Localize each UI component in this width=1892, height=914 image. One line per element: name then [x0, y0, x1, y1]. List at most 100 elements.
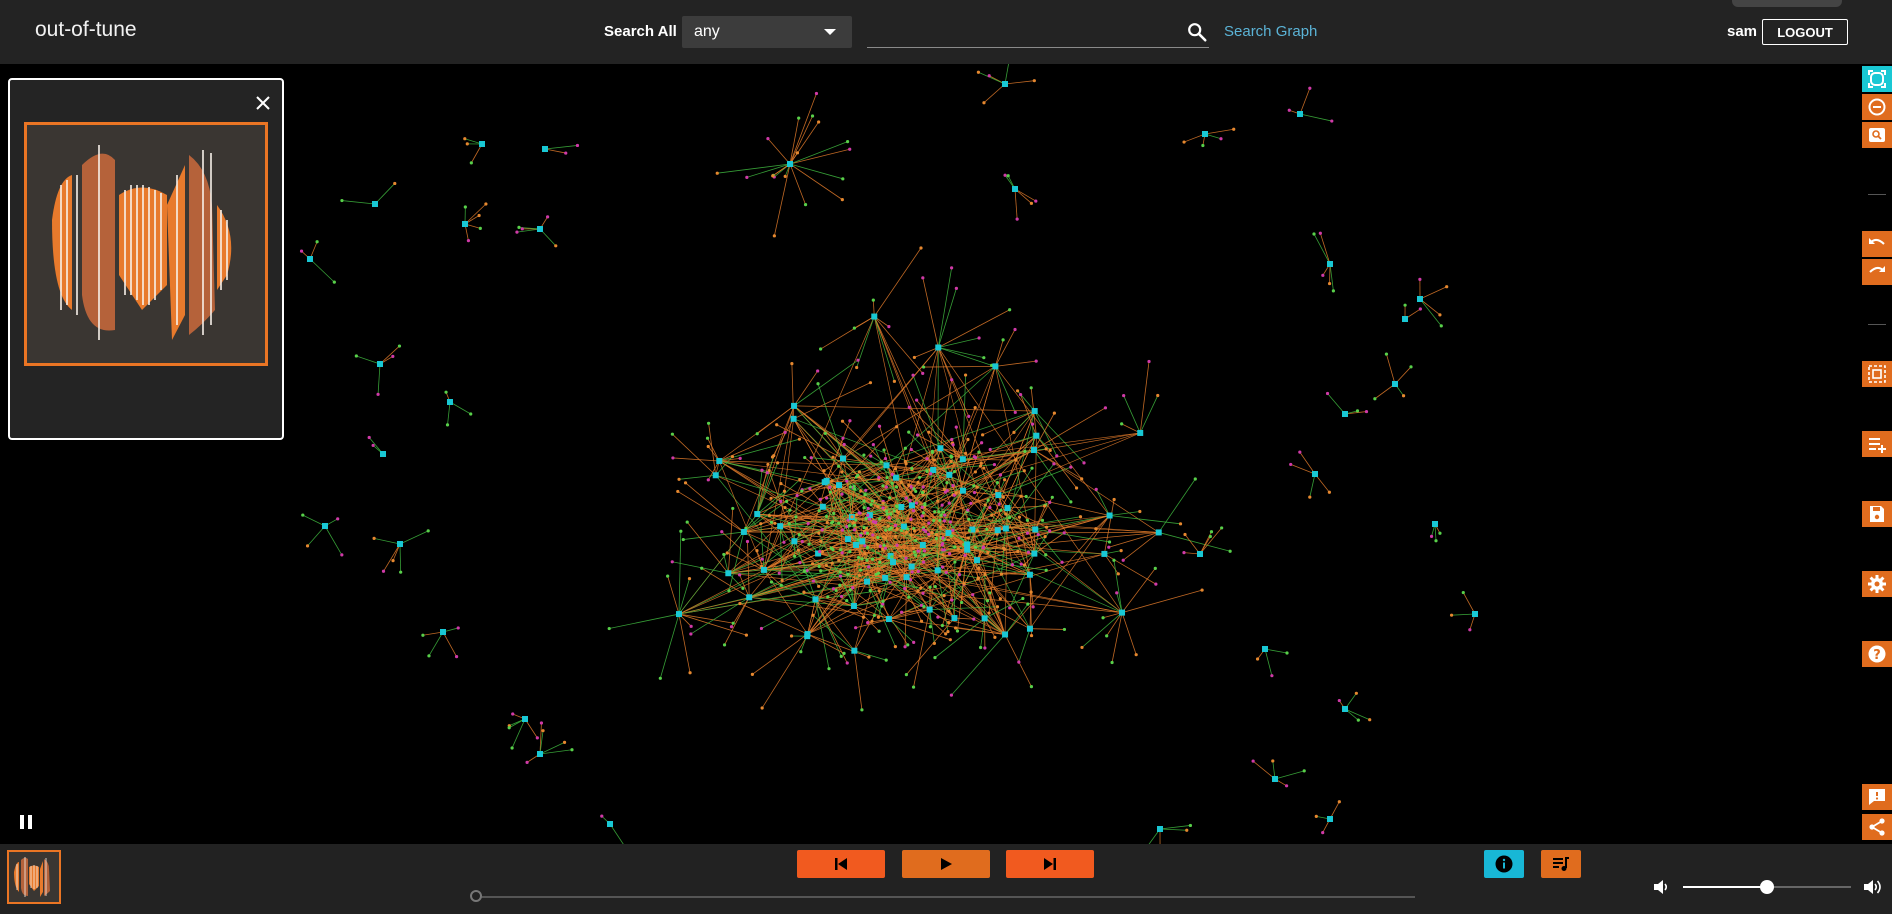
- track-node[interactable]: [952, 493, 956, 497]
- track-info-button[interactable]: [1484, 850, 1524, 878]
- artist-node[interactable]: [372, 201, 378, 207]
- track-node[interactable]: [838, 574, 843, 578]
- track-node[interactable]: [795, 151, 800, 155]
- track-node[interactable]: [921, 511, 925, 515]
- track-node[interactable]: [925, 469, 929, 474]
- track-node[interactable]: [973, 405, 977, 410]
- track-node[interactable]: [1120, 422, 1124, 426]
- track-node[interactable]: [679, 529, 683, 533]
- track-node[interactable]: [838, 583, 842, 587]
- track-node[interactable]: [841, 436, 845, 440]
- track-node[interactable]: [720, 530, 724, 534]
- artist-node[interactable]: [995, 492, 1002, 499]
- zoom-out-button[interactable]: [1862, 94, 1892, 120]
- track-node[interactable]: [972, 455, 976, 459]
- track-node[interactable]: [1008, 308, 1012, 312]
- track-node[interactable]: [893, 645, 897, 649]
- artist-node[interactable]: [322, 523, 328, 529]
- track-node[interactable]: [1122, 393, 1126, 398]
- track-node[interactable]: [947, 609, 951, 613]
- track-node[interactable]: [954, 626, 958, 630]
- search-input[interactable]: [867, 16, 1209, 48]
- track-node[interactable]: [824, 514, 829, 518]
- track-node[interactable]: [972, 484, 976, 488]
- track-node[interactable]: [1314, 814, 1318, 818]
- artist-node[interactable]: [380, 451, 386, 457]
- track-node[interactable]: [873, 521, 878, 525]
- track-node[interactable]: [1188, 823, 1193, 828]
- track-node[interactable]: [1337, 800, 1341, 804]
- track-node[interactable]: [1327, 490, 1331, 494]
- track-node[interactable]: [832, 511, 836, 516]
- track-node[interactable]: [848, 588, 852, 592]
- track-node[interactable]: [907, 405, 911, 409]
- track-node[interactable]: [1287, 108, 1291, 112]
- track-node[interactable]: [887, 516, 891, 520]
- track-node[interactable]: [857, 470, 862, 474]
- track-node[interactable]: [1014, 458, 1018, 462]
- track-node[interactable]: [856, 473, 860, 477]
- track-node[interactable]: [1255, 657, 1260, 661]
- zoom-to-selection-button[interactable]: [1862, 122, 1892, 148]
- track-node[interactable]: [904, 462, 908, 466]
- track-node[interactable]: [899, 480, 903, 484]
- track-node[interactable]: [750, 672, 754, 676]
- track-node[interactable]: [875, 542, 879, 546]
- track-node[interactable]: [729, 625, 734, 629]
- track-node[interactable]: [842, 442, 846, 447]
- track-node[interactable]: [336, 517, 340, 521]
- track-node[interactable]: [687, 577, 692, 581]
- track-node[interactable]: [911, 546, 916, 550]
- track-node[interactable]: [852, 326, 856, 330]
- track-node[interactable]: [831, 548, 835, 552]
- track-node[interactable]: [848, 419, 852, 423]
- artist-node[interactable]: [522, 716, 528, 722]
- pause-icon[interactable]: [18, 814, 34, 830]
- track-node[interactable]: [988, 447, 992, 452]
- track-node[interactable]: [738, 601, 742, 606]
- track-node[interactable]: [920, 505, 924, 509]
- track-node[interactable]: [766, 137, 770, 141]
- artist-node[interactable]: [1402, 316, 1408, 322]
- artist-node[interactable]: [981, 615, 988, 622]
- track-node[interactable]: [860, 708, 864, 712]
- track-node[interactable]: [1321, 273, 1325, 277]
- track-node[interactable]: [907, 483, 911, 488]
- artist-node[interactable]: [871, 313, 878, 320]
- track-node[interactable]: [967, 517, 971, 521]
- track-node[interactable]: [809, 456, 813, 460]
- track-node[interactable]: [888, 580, 892, 584]
- track-node[interactable]: [1321, 830, 1325, 835]
- track-node[interactable]: [894, 504, 899, 508]
- track-node[interactable]: [839, 654, 843, 658]
- track-node[interactable]: [834, 588, 838, 593]
- track-node[interactable]: [940, 543, 944, 547]
- track-node[interactable]: [794, 515, 798, 519]
- track-node[interactable]: [865, 572, 869, 576]
- track-node[interactable]: [949, 693, 954, 697]
- track-node[interactable]: [913, 529, 917, 533]
- track-node[interactable]: [990, 513, 994, 517]
- track-node[interactable]: [535, 736, 539, 740]
- track-node[interactable]: [1013, 327, 1017, 332]
- track-node[interactable]: [1004, 512, 1008, 516]
- track-node[interactable]: [869, 503, 873, 507]
- track-node[interactable]: [1312, 232, 1316, 236]
- track-node[interactable]: [769, 496, 773, 500]
- artist-node[interactable]: [969, 526, 976, 533]
- track-node[interactable]: [706, 421, 711, 425]
- track-node[interactable]: [920, 490, 925, 495]
- track-node[interactable]: [818, 550, 822, 554]
- track-node[interactable]: [825, 496, 829, 500]
- track-node[interactable]: [933, 656, 937, 660]
- artist-node[interactable]: [1155, 529, 1162, 536]
- track-node[interactable]: [779, 499, 783, 504]
- track-node[interactable]: [977, 566, 981, 570]
- track-node[interactable]: [1327, 281, 1332, 286]
- track-node[interactable]: [921, 591, 925, 595]
- artist-node[interactable]: [1031, 408, 1038, 415]
- track-node[interactable]: [787, 522, 791, 526]
- track-node[interactable]: [877, 476, 881, 480]
- artist-node[interactable]: [1432, 521, 1438, 527]
- track-node[interactable]: [789, 634, 794, 638]
